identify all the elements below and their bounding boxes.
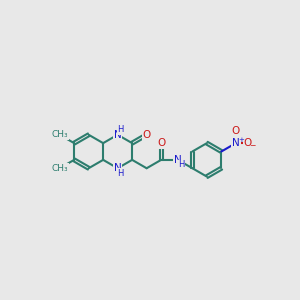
Text: N: N (114, 130, 122, 140)
Text: H: H (118, 125, 124, 134)
Text: +: + (238, 137, 244, 143)
Text: N: N (174, 155, 182, 165)
Text: O: O (142, 130, 151, 140)
Text: −: − (250, 141, 256, 150)
Text: O: O (232, 126, 240, 136)
Text: O: O (157, 138, 165, 148)
Text: CH₃: CH₃ (51, 130, 68, 139)
Text: CH₃: CH₃ (51, 164, 68, 173)
Text: H: H (178, 160, 184, 169)
Text: O: O (244, 138, 252, 148)
Text: H: H (118, 169, 124, 178)
Text: N: N (232, 138, 240, 148)
Text: N: N (114, 163, 122, 173)
